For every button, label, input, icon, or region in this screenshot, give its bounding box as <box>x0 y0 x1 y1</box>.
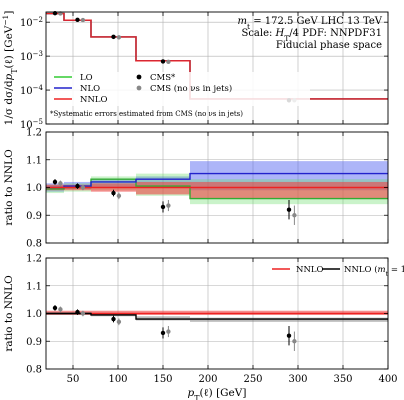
legend-label: LO <box>80 73 93 83</box>
data-point <box>166 329 171 334</box>
band-bin <box>136 316 190 321</box>
points-cms-no-s-in-jets- <box>58 180 297 225</box>
data-point <box>292 213 297 218</box>
points-cms- <box>52 179 292 220</box>
y-tick-label: 0.9 <box>26 211 42 222</box>
y-tick-label: 1.2 <box>26 128 42 139</box>
data-point <box>52 305 58 311</box>
panel-middle: 0.8 0.9 1.0 1.1 1.2 ratio to NNLO <box>3 128 389 250</box>
systematics-note: *Systematic errors estimated from CMS (n… <box>50 110 243 118</box>
y-axis-label-bottom: ratio to NNLO <box>3 275 15 352</box>
data-point <box>116 193 122 199</box>
y-tick-label: 1.0 <box>26 183 42 194</box>
data-point <box>58 307 63 312</box>
y-tick-label: 0.8 <box>26 239 42 250</box>
data-point <box>80 185 86 190</box>
x-axis-label: pT(ℓ) [GeV] <box>188 387 247 400</box>
y-tick-label: 0.9 <box>26 337 42 348</box>
y-tick-label: 10−3 <box>20 50 43 63</box>
y-axis-label-top: 1/σ dσ/dpT(ℓ) [GeV−1] <box>1 11 19 126</box>
data-point <box>166 59 171 65</box>
annotation-line-3: Fiducial phase space <box>276 40 382 51</box>
data-point <box>80 17 86 23</box>
legend-label: CMS* <box>150 73 176 83</box>
legend-marker <box>136 85 142 91</box>
data-point <box>160 330 166 336</box>
x-tick-label: 150 <box>153 374 172 385</box>
annotation-line-2: Scale: HT/4 PDF: NNPDF31 <box>241 28 382 43</box>
data-point <box>75 309 80 315</box>
panel-bottom: 50 100 150 200 250 300 350 400 0.8 0.9 1.0 1.1 1.2 ra… <box>3 254 398 386</box>
data-point <box>286 207 292 212</box>
points-cms- <box>52 305 292 346</box>
data-point <box>116 319 122 325</box>
legend-background <box>50 72 310 106</box>
data-point <box>52 179 58 185</box>
y-tick-label: 1.1 <box>26 155 42 166</box>
data-point <box>80 311 86 316</box>
data-point <box>58 181 63 186</box>
data-point <box>111 316 116 322</box>
x-tick-label: 200 <box>198 374 217 385</box>
y-tick-label: 1.2 <box>26 254 42 265</box>
data-point <box>160 59 166 64</box>
legend-label: CMS (no νs in jets) <box>150 83 232 94</box>
x-tick-label: 100 <box>108 374 127 385</box>
legend-bottom: NNLO NNLO (mt = 171.5 GeV) <box>272 264 404 278</box>
data-point <box>75 183 80 189</box>
band-bin <box>190 181 388 199</box>
y-tick-label: 10−4 <box>20 84 44 97</box>
step-line-nnlo-mt-171-5-gev- <box>46 312 388 320</box>
data-point <box>160 204 166 210</box>
y-tick-label: 10−2 <box>20 16 43 29</box>
x-tick-label: 50 <box>67 374 80 385</box>
legend-label: NLO <box>80 84 100 94</box>
data-point <box>166 203 171 208</box>
y-tick-label: 1.0 <box>26 309 42 320</box>
legend-label: NNLO <box>296 265 324 275</box>
x-tick-label: 300 <box>288 374 307 385</box>
legend-label: NNLO <box>80 95 108 105</box>
data-point <box>111 34 116 40</box>
y-tick-label: 1.1 <box>26 281 42 292</box>
band-nnlo <box>46 181 388 199</box>
points-cms-no-s-in-jets- <box>58 306 297 351</box>
data-point <box>286 333 292 338</box>
annotation-line-1: mt = 172.5 GeV LHC 13 TeV <box>238 16 383 31</box>
y-tick-label: 0.8 <box>26 365 42 376</box>
x-tick-label: 400 <box>378 374 397 385</box>
legend-marker <box>136 74 142 80</box>
data-point <box>75 17 80 22</box>
legend-label: NNLO (mt = 171.5 GeV) <box>344 264 404 278</box>
y-tick-label: 10−5 <box>20 118 43 131</box>
x-tick-label: 350 <box>333 374 352 385</box>
x-tick-label: 250 <box>243 374 262 385</box>
y-axis-label-middle: ratio to NNLO <box>3 149 15 226</box>
data-point <box>111 190 116 196</box>
axes-frame-top <box>45 11 389 125</box>
data-point <box>292 339 297 344</box>
data-point <box>116 35 122 40</box>
